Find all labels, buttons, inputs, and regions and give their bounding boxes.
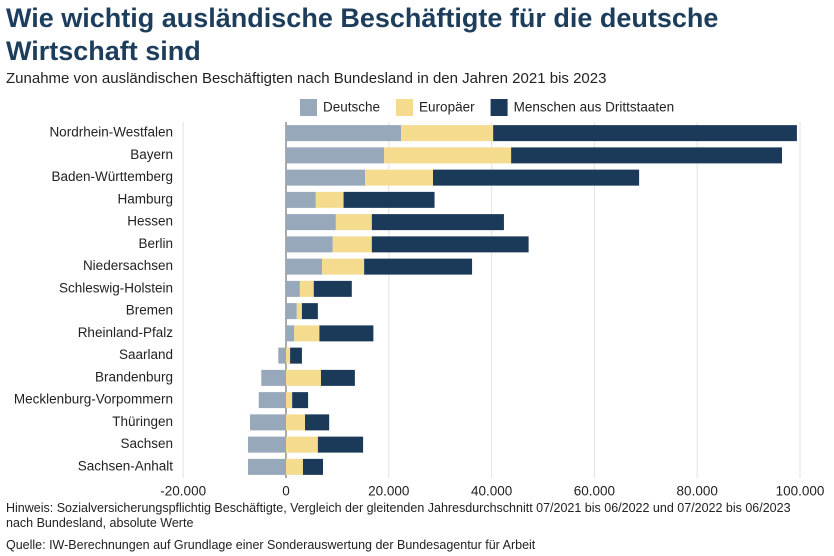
- legend-label: Europäer: [419, 100, 475, 115]
- bar: [286, 191, 316, 208]
- note: Hinweis: Sozialversicherungspflichtig Be…: [6, 501, 791, 530]
- bar: [286, 414, 306, 431]
- x-tick-label: 80.000: [677, 484, 718, 499]
- bar: [343, 191, 435, 208]
- bar: [301, 303, 318, 320]
- x-tick-label: 20.000: [368, 484, 409, 499]
- y-tick-label: Hessen: [127, 214, 173, 229]
- x-tick-label: 60.000: [574, 484, 615, 499]
- bar: [433, 169, 640, 186]
- bar: [401, 125, 494, 142]
- bar: [384, 147, 512, 164]
- legend-label: Menschen aus Drittstaaten: [514, 100, 675, 115]
- y-tick-label: Sachsen-Anhalt: [78, 458, 174, 473]
- bar: [315, 191, 344, 208]
- bar: [286, 258, 322, 275]
- bar: [278, 347, 286, 364]
- x-tick-label: 0: [282, 484, 290, 499]
- y-tick-label: Thüringen: [112, 414, 173, 429]
- y-tick-label: Sachsen: [120, 436, 173, 451]
- legend-swatch: [490, 99, 508, 116]
- bar: [313, 280, 352, 297]
- legend-swatch: [396, 99, 414, 116]
- y-tick-label: Niedersachsen: [83, 258, 173, 273]
- bar: [286, 369, 321, 386]
- bar: [286, 214, 336, 231]
- y-tick-label: Nordrhein-Westfalen: [49, 125, 173, 140]
- y-tick-label: Mecklenburg-Vorpommern: [14, 392, 173, 407]
- bar: [286, 125, 402, 142]
- source: Quelle: IW-Berechnungen auf Grundlage ei…: [6, 538, 536, 552]
- bar: [320, 369, 355, 386]
- y-tick-label: Schleswig-Holstein: [59, 280, 173, 295]
- legend-label: Deutsche: [323, 100, 380, 115]
- bar: [364, 258, 473, 275]
- bar: [511, 147, 783, 164]
- bar: [286, 325, 295, 342]
- bar: [317, 436, 364, 453]
- y-tick-label: Saarland: [119, 347, 173, 362]
- bar: [332, 236, 372, 253]
- bar: [299, 280, 314, 297]
- bar: [294, 325, 320, 342]
- bar: [290, 347, 302, 364]
- y-tick-label: Bayern: [130, 147, 173, 162]
- bar: [258, 392, 286, 409]
- y-tick-label: Bremen: [126, 303, 173, 318]
- bar: [250, 414, 286, 431]
- chart-title: Wie wichtig ausländische Beschäftigte fü…: [6, 3, 719, 66]
- bar: [292, 392, 309, 409]
- bar: [335, 214, 372, 231]
- x-tick-label: 40.000: [471, 484, 512, 499]
- x-tick-label: -20.000: [160, 484, 206, 499]
- bar: [286, 347, 291, 364]
- bar: [286, 236, 333, 253]
- bar: [371, 214, 504, 231]
- bar: [261, 369, 286, 386]
- bar: [296, 303, 302, 320]
- bar: [371, 236, 529, 253]
- bar: [286, 392, 293, 409]
- bar: [286, 280, 300, 297]
- bar: [286, 169, 366, 186]
- x-tick-label: 100.000: [776, 484, 825, 499]
- y-tick-label: Rheinland-Pfalz: [78, 325, 174, 340]
- bar: [365, 169, 434, 186]
- bar: [286, 436, 318, 453]
- y-tick-label: Berlin: [138, 236, 173, 251]
- bar: [286, 458, 303, 475]
- bar: [286, 303, 297, 320]
- bar: [319, 325, 374, 342]
- bar: [247, 458, 286, 475]
- y-tick-label: Brandenburg: [95, 369, 173, 384]
- legend-swatch: [300, 99, 317, 116]
- bar: [286, 147, 385, 164]
- bar: [321, 258, 365, 275]
- y-tick-label: Baden-Württemberg: [51, 169, 173, 184]
- bar: [302, 458, 324, 475]
- y-tick-label: Hamburg: [117, 191, 173, 206]
- bar: [247, 436, 286, 453]
- chart-subtitle: Zunahme von ausländischen Beschäftigten …: [6, 70, 607, 87]
- bar: [305, 414, 330, 431]
- bar: [493, 125, 797, 142]
